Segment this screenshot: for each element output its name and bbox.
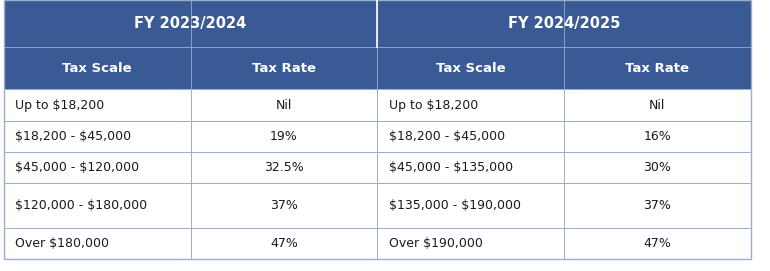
Bar	[4, 228, 191, 259]
Bar	[4, 121, 191, 152]
Bar	[4, 0, 377, 47]
Text: \$135,000 - \$190,000: \$135,000 - \$190,000	[389, 199, 521, 212]
Bar	[377, 228, 564, 259]
Text: FY 2024/2025: FY 2024/2025	[508, 16, 620, 31]
Text: Tax Scale: Tax Scale	[436, 62, 505, 75]
Bar	[4, 152, 191, 183]
Bar	[191, 152, 377, 183]
Text: 47%: 47%	[270, 237, 298, 250]
Text: Tax Scale: Tax Scale	[62, 62, 132, 75]
Bar	[564, 183, 751, 228]
Text: \$45,000 - \$120,000: \$45,000 - \$120,000	[15, 161, 139, 174]
Bar	[377, 152, 564, 183]
Bar	[564, 47, 751, 89]
Bar	[564, 89, 751, 121]
Bar	[377, 183, 564, 228]
Text: 16%: 16%	[644, 130, 671, 143]
Text: 37%: 37%	[644, 199, 671, 212]
Bar	[4, 183, 191, 228]
Text: \$45,000 - \$135,000: \$45,000 - \$135,000	[389, 161, 513, 174]
Bar	[564, 228, 751, 259]
Bar	[377, 0, 751, 47]
Text: 32.5%: 32.5%	[264, 161, 304, 174]
Text: Up to \$18,200: Up to \$18,200	[389, 99, 478, 111]
Bar	[191, 47, 377, 89]
Text: Nil: Nil	[649, 99, 665, 111]
Bar	[191, 89, 377, 121]
Text: 47%: 47%	[644, 237, 671, 250]
Bar	[564, 152, 751, 183]
Text: 30%: 30%	[644, 161, 671, 174]
Text: Nil: Nil	[276, 99, 292, 111]
Text: Tax Rate: Tax Rate	[252, 62, 316, 75]
Text: Tax Rate: Tax Rate	[625, 62, 689, 75]
Bar	[377, 89, 564, 121]
Bar	[564, 121, 751, 152]
Text: Over \$180,000: Over \$180,000	[15, 237, 109, 250]
Bar	[377, 47, 564, 89]
Text: 37%: 37%	[270, 199, 298, 212]
Bar	[191, 121, 377, 152]
Bar	[4, 89, 191, 121]
Bar	[191, 228, 377, 259]
Text: Up to \$18,200: Up to \$18,200	[15, 99, 105, 111]
Text: 19%: 19%	[270, 130, 298, 143]
Bar	[191, 183, 377, 228]
Bar	[4, 47, 191, 89]
Text: Over \$190,000: Over \$190,000	[389, 237, 483, 250]
Text: \$18,200 - \$45,000: \$18,200 - \$45,000	[389, 130, 505, 143]
Text: \$120,000 - \$180,000: \$120,000 - \$180,000	[15, 199, 148, 212]
Bar	[377, 121, 564, 152]
Text: FY 2023/2024: FY 2023/2024	[135, 16, 246, 31]
Text: \$18,200 - \$45,000: \$18,200 - \$45,000	[15, 130, 132, 143]
